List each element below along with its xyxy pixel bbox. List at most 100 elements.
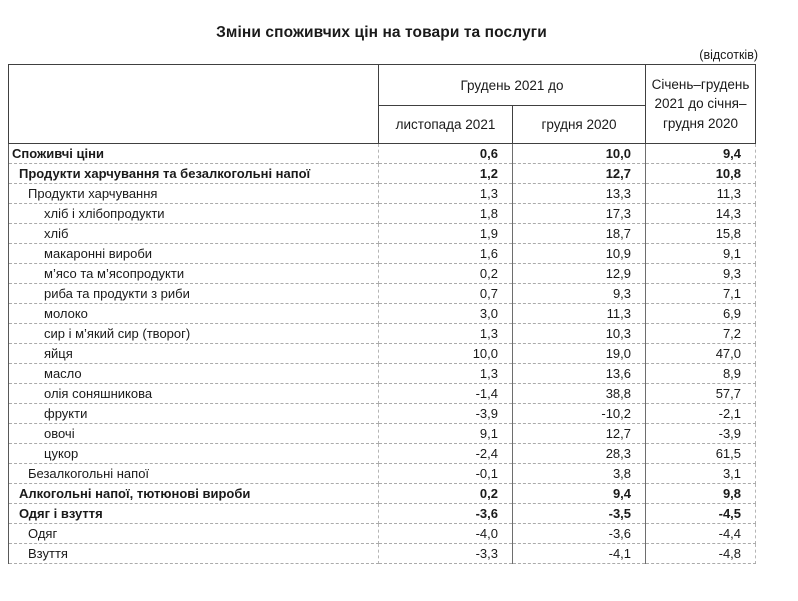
value-cell-col-annual: 9,8 xyxy=(645,483,757,504)
table-row: масло 1,3 13,6 8,9 xyxy=(8,363,757,384)
row-label: цукор xyxy=(8,443,379,464)
table-body: Споживчі ціни 0,6 10,0 9,4 Продукти харчуван… xyxy=(8,143,757,564)
value-cell-col-nov2021: 1,3 xyxy=(378,183,513,204)
table-row: Споживчі ціни 0,6 10,0 9,4 xyxy=(8,143,757,164)
table-row: Безалкогольні напої -0,1 3,8 3,1 xyxy=(8,463,757,484)
value-cell-col-annual: 3,1 xyxy=(645,463,757,484)
table-row: Одяг -4,0 -3,6 -4,4 xyxy=(8,523,757,544)
row-label: риба та продукти з риби xyxy=(8,283,379,304)
table-row: хліб 1,9 18,7 15,8 xyxy=(8,223,757,244)
value-cell-col-nov2021: 0,7 xyxy=(378,283,513,304)
value-cell-col-dec2020: -3,6 xyxy=(511,523,647,544)
row-label: Одяг xyxy=(8,523,379,544)
value-cell-col-dec2020: 3,8 xyxy=(511,463,647,484)
table-row: хліб і хлібопродукти 1,8 17,3 14,3 xyxy=(8,203,757,224)
value-cell-col-annual: 7,2 xyxy=(645,323,757,344)
row-label: Одяг і взуття xyxy=(8,503,379,524)
value-cell-col-annual: 61,5 xyxy=(645,443,757,464)
value-cell-col-nov2021: 1,9 xyxy=(378,223,513,244)
value-cell-col-annual: 14,3 xyxy=(645,203,757,224)
table-row: сир і м’який сир (творог) 1,3 10,3 7,2 xyxy=(8,323,757,344)
value-cell-col-annual: 8,9 xyxy=(645,363,757,384)
value-cell-col-dec2020: 13,6 xyxy=(511,363,647,384)
value-cell-col-dec2020: 9,3 xyxy=(511,283,647,304)
value-cell-col-dec2020: 10,3 xyxy=(511,323,647,344)
row-label: олія соняшникова xyxy=(8,383,379,404)
value-cell-col-annual: -4,4 xyxy=(645,523,757,544)
table-row: Алкогольні напої, тютюнові вироби 0,2 9,4 9… xyxy=(8,483,757,504)
value-cell-col-dec2020: 12,7 xyxy=(511,423,647,444)
value-cell-col-nov2021: 9,1 xyxy=(378,423,513,444)
table-header: Грудень 2021 до Січень–грудень 2021 до с… xyxy=(8,64,757,144)
table-row: риба та продукти з риби 0,7 9,3 7,1 xyxy=(8,283,757,304)
value-cell-col-dec2020: 28,3 xyxy=(511,443,647,464)
unit-note: (відсотків) xyxy=(699,48,758,62)
header-group-december: Грудень 2021 до xyxy=(377,64,647,106)
header-row-group: Грудень 2021 до Січень–грудень 2021 до с… xyxy=(8,64,757,144)
value-cell-col-nov2021: -3,3 xyxy=(378,543,513,564)
row-label: Продукти харчування та безалкогольні нап… xyxy=(8,163,379,184)
table-row: яйця 10,0 19,0 47,0 xyxy=(8,343,757,364)
value-cell-col-nov2021: 1,3 xyxy=(378,363,513,384)
header-row-sub: листопада 2021 грудня 2020 xyxy=(9,105,756,144)
value-cell-col-nov2021: -3,6 xyxy=(378,503,513,524)
value-cell-col-annual: -4,5 xyxy=(645,503,757,524)
row-label: молоко xyxy=(8,303,379,324)
value-cell-col-dec2020: 38,8 xyxy=(511,383,647,404)
table-row: овочі 9,1 12,7 -3,9 xyxy=(8,423,757,444)
value-cell-col-annual: 7,1 xyxy=(645,283,757,304)
value-cell-col-nov2021: 0,6 xyxy=(378,143,513,164)
table-row: фрукти -3,9 -10,2 -2,1 xyxy=(8,403,757,424)
value-cell-col-nov2021: -4,0 xyxy=(378,523,513,544)
value-cell-col-dec2020: -3,5 xyxy=(511,503,647,524)
value-cell-col-annual: 6,9 xyxy=(645,303,757,324)
table-row: макаронні вироби 1,6 10,9 9,1 xyxy=(8,243,757,264)
value-cell-col-dec2020: 12,7 xyxy=(511,163,647,184)
value-cell-col-annual: 9,4 xyxy=(645,143,757,164)
consumer-price-change-table: Грудень 2021 до Січень–грудень 2021 до с… xyxy=(8,64,757,564)
row-label: хліб xyxy=(8,223,379,244)
header-period-annual: Січень–грудень 2021 до січня–грудня 2020 xyxy=(645,64,757,144)
table-row: Одяг і взуття -3,6 -3,5 -4,5 xyxy=(8,503,757,524)
value-cell-col-nov2021: 10,0 xyxy=(378,343,513,364)
value-cell-col-nov2021: 0,2 xyxy=(378,263,513,284)
table-row: Продукти харчування 1,3 13,3 11,3 xyxy=(8,183,757,204)
row-label: Взуття xyxy=(8,543,379,564)
row-label: масло xyxy=(8,363,379,384)
table-row: цукор -2,4 28,3 61,5 xyxy=(8,443,757,464)
value-cell-col-dec2020: 11,3 xyxy=(511,303,647,324)
table-row: Продукти харчування та безалкогольні нап… xyxy=(8,163,757,184)
value-cell-col-annual: 10,8 xyxy=(645,163,757,184)
value-cell-col-dec2020: 10,9 xyxy=(511,243,647,264)
header-category-cell xyxy=(8,64,379,144)
table-row: молоко 3,0 11,3 6,9 xyxy=(8,303,757,324)
row-label: Безалкогольні напої xyxy=(8,463,379,484)
value-cell-col-annual: 9,3 xyxy=(645,263,757,284)
value-cell-col-annual: 11,3 xyxy=(645,183,757,204)
value-cell-col-nov2021: -2,4 xyxy=(378,443,513,464)
row-label: Продукти харчування xyxy=(8,183,379,204)
value-cell-col-dec2020: 18,7 xyxy=(511,223,647,244)
value-cell-col-nov2021: 0,2 xyxy=(378,483,513,504)
value-cell-col-dec2020: 19,0 xyxy=(511,343,647,364)
page-title: Зміни споживчих цін на товари та послуги xyxy=(216,24,547,41)
value-cell-col-annual: 9,1 xyxy=(645,243,757,264)
value-cell-col-dec2020: -10,2 xyxy=(511,403,647,424)
row-label: хліб і хлібопродукти xyxy=(8,203,379,224)
value-cell-col-annual: -3,9 xyxy=(645,423,757,444)
table-row: м’ясо та м’ясопродукти 0,2 12,9 9,3 xyxy=(8,263,757,284)
row-label: фрукти xyxy=(8,403,379,424)
value-cell-col-annual: 47,0 xyxy=(645,343,757,364)
value-cell-col-nov2021: -3,9 xyxy=(378,403,513,424)
row-label: м’ясо та м’ясопродукти xyxy=(8,263,379,284)
value-cell-col-annual: -2,1 xyxy=(645,403,757,424)
value-cell-col-annual: 15,8 xyxy=(645,223,757,244)
row-label: овочі xyxy=(8,423,379,444)
value-cell-col-dec2020: 17,3 xyxy=(511,203,647,224)
value-cell-col-nov2021: 1,3 xyxy=(378,323,513,344)
value-cell-col-dec2020: 9,4 xyxy=(511,483,647,504)
row-label: яйця xyxy=(8,343,379,364)
value-cell-col-annual: -4,8 xyxy=(645,543,757,564)
value-cell-col-nov2021: -0,1 xyxy=(378,463,513,484)
value-cell-col-dec2020: -4,1 xyxy=(511,543,647,564)
